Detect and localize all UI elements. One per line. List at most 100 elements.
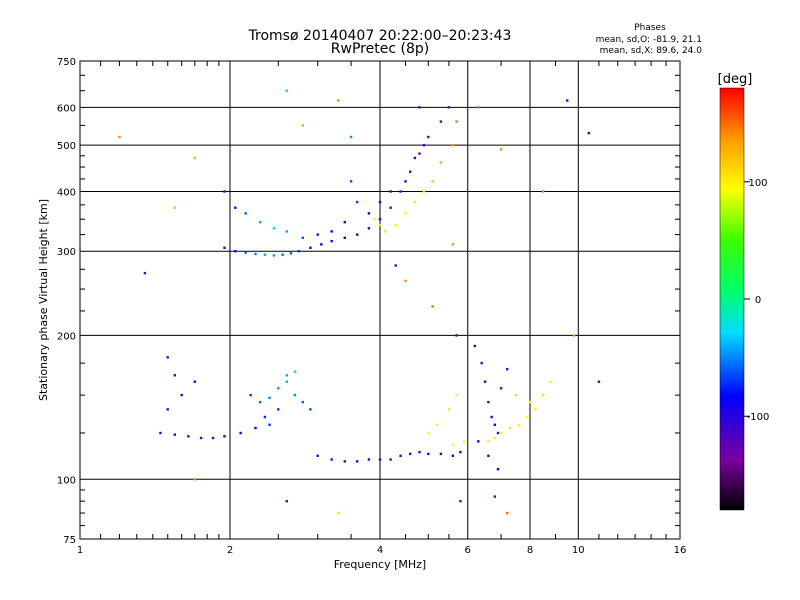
data-point-series-2: [455, 120, 458, 123]
y-tick-label: 100: [57, 475, 76, 486]
data-point-series-4: [263, 415, 267, 419]
data-point-series-9: [493, 495, 496, 498]
data-point-series-0: [234, 250, 237, 253]
data-point-series-1: [223, 190, 226, 193]
data-point-series-1: [343, 221, 346, 224]
data-point-series-2: [378, 224, 382, 227]
data-point-series-9: [118, 135, 121, 139]
data-point-series-6: [427, 431, 430, 435]
data-points: [118, 89, 601, 515]
data-point-series-4: [277, 408, 280, 411]
data-point-series-1: [272, 227, 276, 230]
data-point-series-0: [343, 236, 346, 239]
data-point-series-3: [166, 408, 169, 411]
data-point-series-3: [239, 431, 242, 435]
data-point-series-9: [173, 206, 176, 209]
data-point-series-2: [384, 230, 387, 233]
data-point-series-2: [373, 218, 376, 221]
data-point-series-8: [549, 380, 552, 383]
data-point-series-2: [422, 190, 426, 193]
x-tick-label: 16: [674, 545, 687, 556]
data-point-series-8: [528, 400, 532, 404]
data-point-series-9: [541, 190, 545, 193]
data-point-series-9: [337, 99, 340, 102]
data-point-series-4: [293, 370, 297, 373]
chart-title: Tromsø 20140407 20:22:00–20:23:43: [248, 28, 512, 44]
data-point-series-2: [404, 212, 407, 215]
data-point-series-9: [193, 478, 196, 481]
chart-subtitle: RwPretec (8p): [331, 41, 429, 57]
data-point-series-0: [367, 227, 371, 230]
data-point-series-9: [285, 500, 288, 503]
data-point-series-4: [259, 400, 262, 404]
x-tick-label: 10: [572, 545, 585, 556]
x-axis-label: Frequency [MHz]: [334, 558, 426, 571]
data-point-series-3: [223, 435, 226, 438]
x-tick-label: 2: [227, 545, 233, 556]
data-point-series-7: [493, 423, 496, 426]
colorbar-ticks: 100 0 -100: [744, 178, 769, 423]
data-point-series-3: [193, 380, 196, 383]
data-point-series-1: [285, 230, 288, 233]
data-point-series-8: [517, 423, 521, 426]
phases-stats-x: mean, sd,X: 89.6, 24.0: [600, 46, 703, 56]
y-tick-label: 500: [57, 141, 76, 152]
data-point-series-1: [330, 230, 333, 233]
data-point-series-9: [459, 500, 462, 503]
data-point-series-0: [447, 106, 451, 109]
data-point-series-1: [389, 190, 392, 193]
data-point-series-0: [297, 250, 301, 253]
x-tick-label: 1: [77, 545, 83, 556]
data-point-series-1: [234, 206, 237, 209]
data-point-series-9: [572, 334, 576, 337]
data-point-series-8: [487, 440, 490, 443]
data-point-series-0: [320, 243, 323, 246]
colorbar-tick-label: -100: [747, 412, 770, 423]
data-point-series-5: [427, 452, 430, 456]
data-point-series-5: [409, 452, 412, 456]
data-point-series-5: [418, 450, 421, 454]
data-point-series-0: [309, 246, 312, 249]
data-point-series-4: [285, 380, 288, 383]
data-point-series-7: [487, 454, 490, 457]
colorbar-tick-label: 100: [748, 178, 767, 189]
data-point-series-8: [514, 393, 518, 397]
data-point-series-3: [166, 356, 169, 359]
x-tick-label: 4: [377, 545, 383, 556]
data-point-series-0: [244, 251, 247, 254]
data-point-series-7: [480, 361, 483, 365]
data-point-series-0: [263, 253, 267, 256]
x-tick-label: 8: [527, 545, 533, 556]
data-point-series-4: [249, 393, 252, 397]
data-point-series-1: [367, 212, 371, 215]
axis-ticks: 1 2 4 6 8 10 16 75 100 200 300 400 500 600 750: [57, 57, 686, 556]
data-point-series-1: [422, 144, 426, 147]
data-point-series-0: [389, 206, 392, 209]
data-point-series-9: [451, 243, 454, 246]
data-point-series-7: [490, 415, 493, 419]
data-point-series-3: [187, 435, 190, 438]
x-tick-label: 6: [465, 545, 471, 556]
colorbar: [719, 87, 745, 511]
data-point-series-1: [404, 180, 407, 183]
data-point-series-1: [244, 212, 247, 215]
data-point-series-0: [330, 239, 333, 243]
data-point-series-5: [330, 458, 333, 461]
data-point-series-5: [459, 450, 462, 454]
data-point-series-4: [293, 393, 297, 397]
data-point-series-1: [356, 200, 359, 204]
data-point-series-7: [496, 468, 500, 471]
data-point-series-9: [587, 131, 590, 135]
data-point-series-8: [499, 431, 503, 435]
data-point-series-5: [399, 454, 402, 457]
data-point-series-0: [281, 253, 284, 256]
data-point-series-9: [143, 271, 147, 275]
data-point-series-3: [211, 436, 215, 440]
data-point-series-9: [285, 89, 288, 92]
data-point-series-9: [431, 305, 434, 308]
data-point-series-5: [367, 458, 371, 461]
phases-stats-o: mean, sd,O: -81.9, 21.1: [596, 35, 702, 45]
data-point-series-6: [451, 443, 454, 447]
data-point-series-0: [223, 246, 226, 249]
